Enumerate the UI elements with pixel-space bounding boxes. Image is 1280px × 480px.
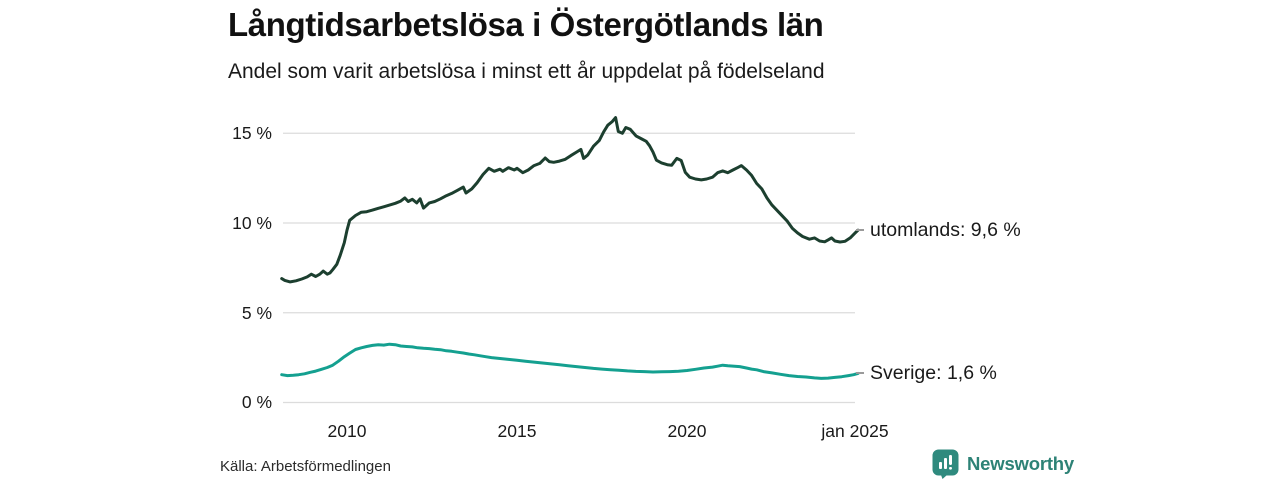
- newsworthy-logo-icon: [932, 449, 959, 479]
- annotation-tick-icon: [856, 372, 864, 374]
- x-axis-label-2015: 2015: [497, 421, 537, 441]
- x-axis-label-jan-2025: jan 2025: [821, 421, 889, 441]
- newsworthy-brand: Newsworthy: [932, 449, 1074, 479]
- series-end-label-sverige-text: Sverige: 1,6 %: [870, 362, 997, 384]
- source-credit: Källa: Arbetsförmedlingen: [220, 458, 391, 475]
- annotation-tick-icon: [856, 229, 864, 231]
- series-end-label-utomlands: utomlands: 9,6 %: [856, 219, 1021, 241]
- y-axis-label-0: 0 %: [241, 392, 272, 412]
- series-end-label-sverige: Sverige: 1,6 %: [856, 362, 997, 384]
- x-axis-label-2010: 2010: [327, 421, 367, 441]
- y-axis-label-5: 5 %: [241, 303, 272, 323]
- page-subtitle: Andel som varit arbetslösa i minst ett å…: [228, 60, 825, 83]
- y-axis-label-10: 10 %: [232, 213, 272, 233]
- series-end-label-utomlands-text: utomlands: 9,6 %: [870, 219, 1021, 241]
- x-axis-label-2020: 2020: [667, 421, 707, 441]
- series-line-sverige: [280, 342, 860, 380]
- page-title: Långtidsarbetslösa i Östergötlands län: [228, 6, 824, 43]
- newsworthy-wordmark: Newsworthy: [967, 453, 1074, 474]
- y-axis-label-15: 15 %: [232, 123, 272, 143]
- series-line-utomlands: [280, 116, 860, 284]
